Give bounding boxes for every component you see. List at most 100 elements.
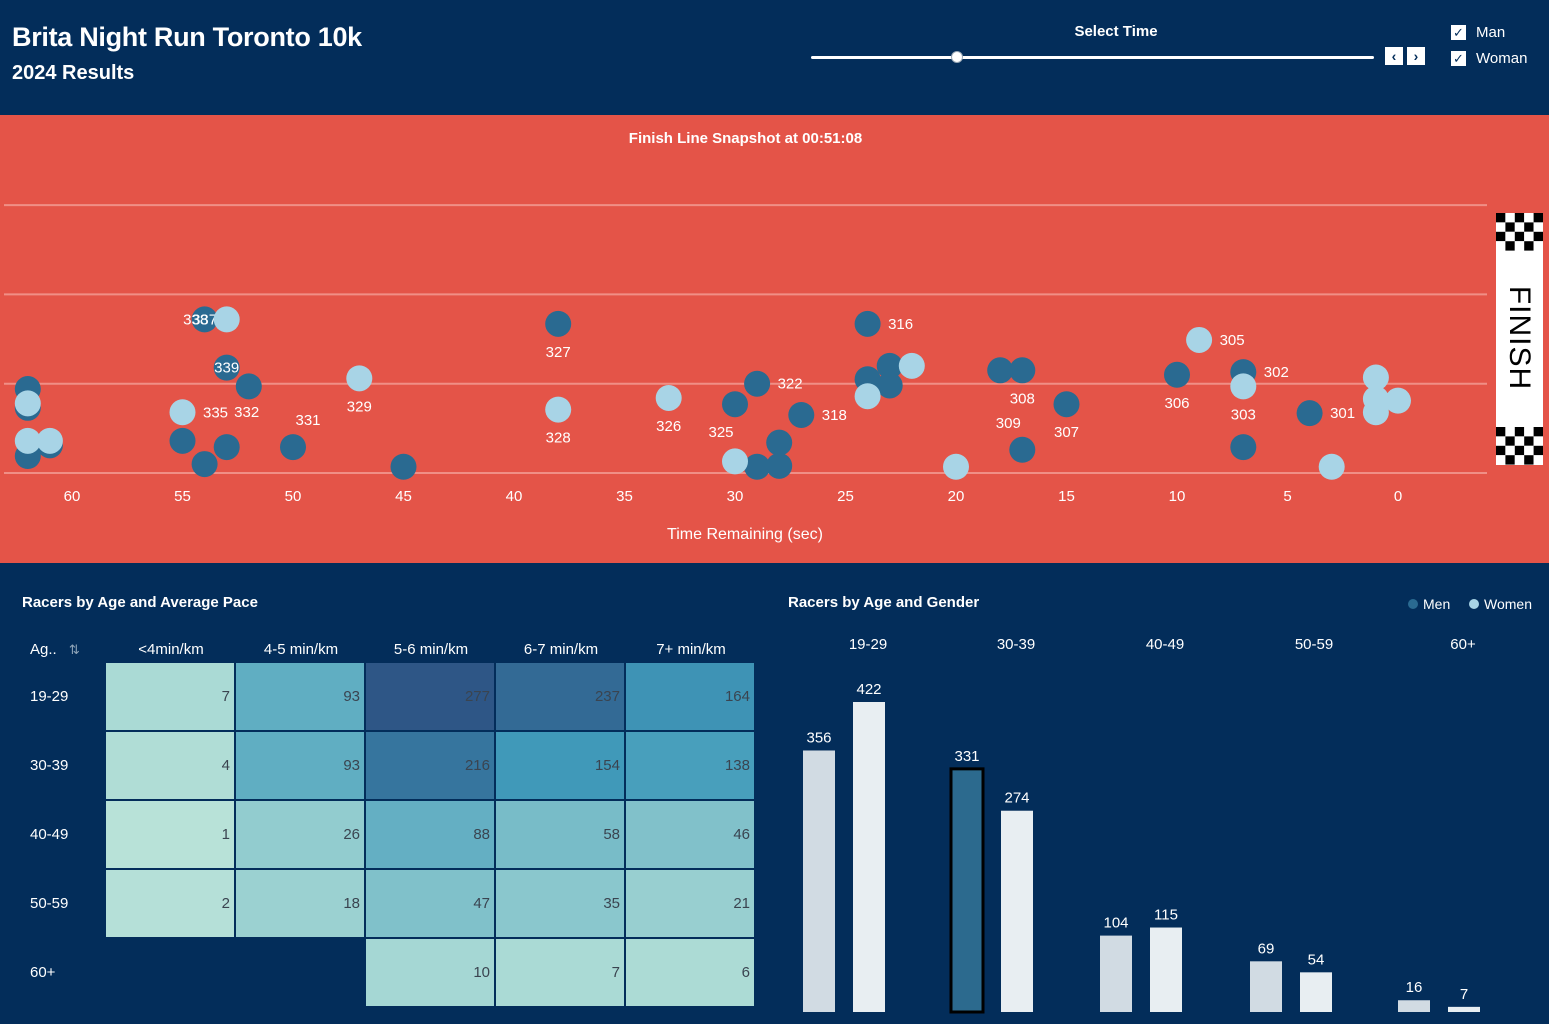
racer-dot-man[interactable] <box>213 434 240 461</box>
heatmap-cell[interactable]: 2 <box>106 870 234 937</box>
racer-dot-man[interactable] <box>1009 436 1036 463</box>
bar-women[interactable] <box>1300 972 1332 1012</box>
heatmap-cell[interactable]: 164 <box>626 663 754 730</box>
racer-dot-woman[interactable] <box>169 399 196 426</box>
racer-dot-woman[interactable] <box>36 427 63 454</box>
racer-dot-woman[interactable] <box>1362 399 1389 426</box>
racer-dot-woman[interactable] <box>854 383 881 410</box>
heatmap-cell[interactable]: 46 <box>626 801 754 868</box>
racer-dot-woman[interactable] <box>655 384 682 411</box>
sort-icon[interactable]: ⇅ <box>68 642 80 657</box>
heatmap-cell[interactable]: 47 <box>366 870 494 937</box>
racer-dot-woman[interactable] <box>898 352 925 379</box>
racer-dot-man[interactable] <box>213 354 240 381</box>
heatmap-cell[interactable]: 216 <box>366 732 494 799</box>
bar-value-label: 104 <box>1103 915 1128 932</box>
bar-men[interactable] <box>1250 961 1282 1012</box>
time-slider-thumb[interactable] <box>951 51 964 63</box>
filter-man[interactable]: ✓ Man <box>1451 24 1505 41</box>
bar-women[interactable] <box>1001 810 1033 1012</box>
racer-dot-woman[interactable] <box>722 448 748 475</box>
racer-dot-woman[interactable] <box>1230 373 1257 400</box>
heatmap-cell[interactable]: 93 <box>236 663 364 730</box>
racer-dot-man[interactable] <box>744 453 771 480</box>
bar-value-label: 356 <box>806 729 831 746</box>
bar-men[interactable] <box>803 750 835 1012</box>
racer-dot-woman[interactable] <box>213 306 240 333</box>
heatmap-cell[interactable]: 26 <box>236 801 364 868</box>
racer-dot-woman[interactable] <box>346 365 373 392</box>
checker-square <box>1514 222 1525 232</box>
bar-men[interactable] <box>1100 935 1132 1012</box>
racer-dot-woman[interactable] <box>1362 364 1389 391</box>
heatmap-cell[interactable]: 154 <box>496 732 624 799</box>
racer-dot-man[interactable] <box>876 372 903 399</box>
racer-dot-woman[interactable] <box>1385 387 1411 414</box>
heatmap-cell[interactable]: 10 <box>366 939 494 1006</box>
heatmap-cell[interactable]: 237 <box>496 663 624 730</box>
heatmap-cell[interactable]: 4 <box>106 732 234 799</box>
racer-dot-woman[interactable] <box>545 396 572 423</box>
racer-dot-man[interactable] <box>191 451 218 478</box>
racer-dot-man[interactable] <box>766 429 793 456</box>
heatmap-cell[interactable]: 93 <box>236 732 364 799</box>
heatmap-cell[interactable]: 7 <box>496 939 624 1006</box>
racer-dot-man[interactable] <box>744 370 771 397</box>
legend-men[interactable]: Men <box>1408 596 1450 612</box>
racer-dot-man[interactable] <box>1053 391 1080 418</box>
bar-chart-title: Racers by Age and Gender <box>788 594 980 611</box>
heatmap-cell[interactable]: 18 <box>236 870 364 937</box>
filter-man-label: Man <box>1476 24 1506 41</box>
time-slider-track[interactable] <box>811 56 1374 59</box>
racer-dot-man[interactable] <box>545 310 572 337</box>
age-group-header: 60+ <box>1450 636 1476 653</box>
heatmap-cell[interactable]: 277 <box>366 663 494 730</box>
racer-dot-man[interactable] <box>788 401 815 428</box>
racer-dot-man[interactable] <box>854 310 881 337</box>
bar-men[interactable] <box>949 767 985 1014</box>
heatmap-cell[interactable]: 58 <box>496 801 624 868</box>
next-time-button[interactable]: › <box>1407 47 1425 65</box>
checkbox-woman[interactable]: ✓ <box>1451 51 1466 66</box>
filter-woman[interactable]: ✓ Woman <box>1451 50 1527 67</box>
heatmap-cell[interactable]: 88 <box>366 801 494 868</box>
racer-dot-woman[interactable] <box>14 427 41 454</box>
bar-women[interactable] <box>853 702 885 1012</box>
heatmap-cell[interactable]: 1 <box>106 801 234 868</box>
heatmap-cell[interactable]: 35 <box>496 870 624 937</box>
heatmap-cell[interactable]: 21 <box>626 870 754 937</box>
racer-dot-man[interactable] <box>280 434 306 461</box>
racer-dot-man[interactable] <box>1164 361 1190 388</box>
previous-time-button[interactable]: ‹ <box>1385 47 1403 65</box>
checker-square <box>1524 213 1534 223</box>
racer-dot-man[interactable] <box>235 373 262 400</box>
racer-dot-woman[interactable] <box>1186 326 1213 353</box>
racer-dot-man[interactable] <box>722 391 748 418</box>
racer-dot-man[interactable] <box>169 427 196 454</box>
heatmap-row-label: 60+ <box>30 964 56 981</box>
racer-dot-man[interactable] <box>987 357 1014 384</box>
heatmap-column-header: 6-7 min/km <box>523 641 599 658</box>
bar-women[interactable] <box>1150 927 1182 1012</box>
racer-dot-man[interactable] <box>390 453 417 480</box>
heatmap-cell[interactable]: 7 <box>106 663 234 730</box>
bar-women[interactable] <box>1448 1006 1480 1012</box>
heatmap-cell[interactable]: 138 <box>626 732 754 799</box>
racer-dot-woman[interactable] <box>14 390 41 417</box>
age-group-header: 50-59 <box>1294 636 1334 653</box>
bar-men[interactable] <box>1398 1000 1430 1012</box>
heatmap-cell[interactable]: 6 <box>626 939 754 1006</box>
heatmap-row-header-label: Ag.. <box>30 641 57 658</box>
racer-dot-man[interactable] <box>1009 357 1036 384</box>
racer-dot-man[interactable] <box>1230 434 1257 461</box>
racer-dot-man[interactable] <box>191 306 218 333</box>
racer-dot-man[interactable] <box>876 352 903 379</box>
checkbox-man[interactable]: ✓ <box>1451 25 1466 40</box>
racer-dot-man[interactable] <box>1296 400 1323 427</box>
racer-dot-man[interactable] <box>766 452 793 479</box>
x-tick-label: 15 <box>1058 488 1075 505</box>
legend-women[interactable]: Women <box>1469 596 1532 612</box>
checker-square <box>1514 213 1525 223</box>
racer-dot-woman[interactable] <box>1318 453 1345 480</box>
racer-dot-woman[interactable] <box>943 453 969 480</box>
